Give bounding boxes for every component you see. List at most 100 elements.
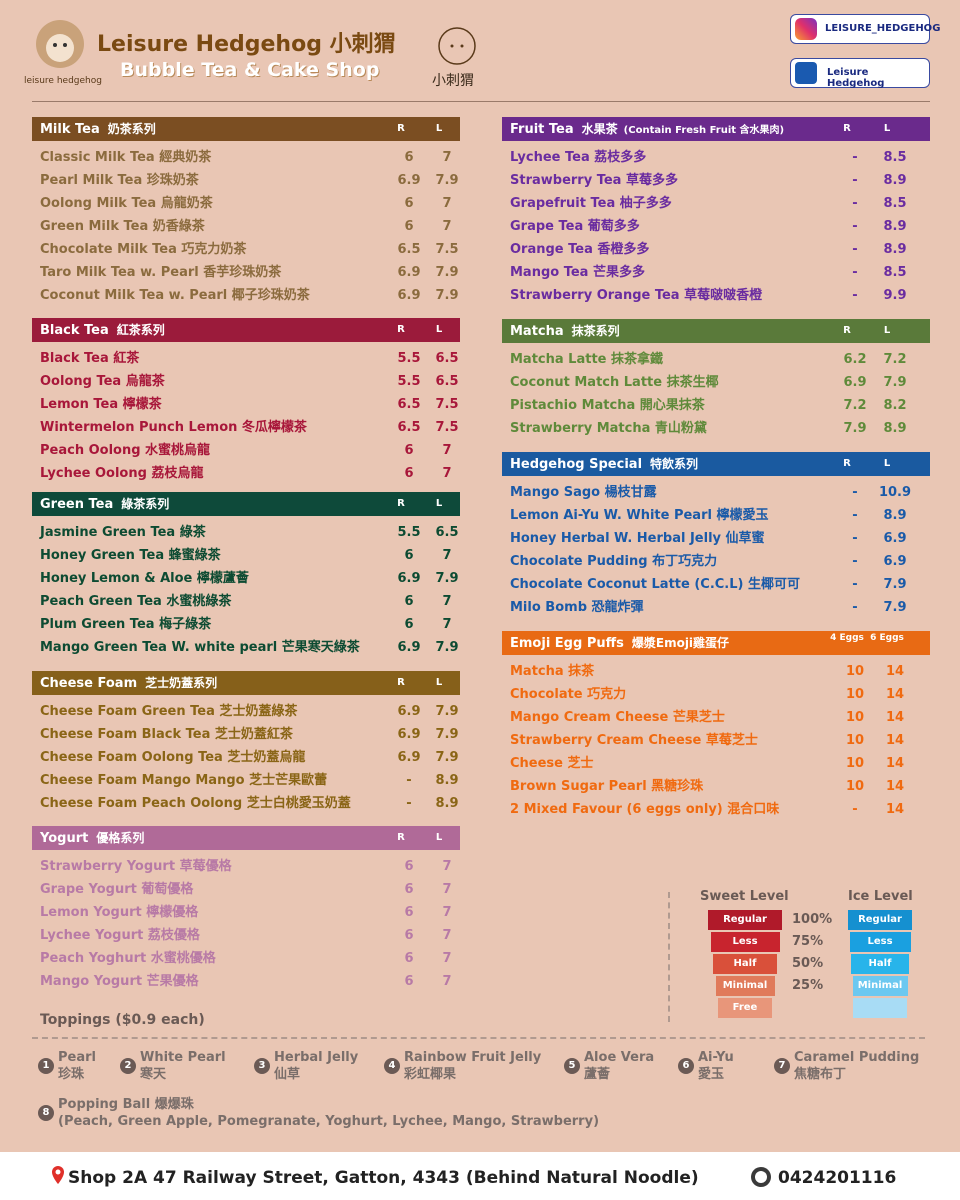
item-name: Peach Oolong 水蜜桃烏龍 (40, 443, 211, 458)
menu-item: Chocolate Pudding 布丁巧克力 - 6.9 (502, 550, 930, 573)
price-regular: - (406, 796, 412, 811)
price-regular: 6 (404, 617, 414, 632)
size-header: R (397, 498, 405, 509)
logo-right (432, 18, 482, 68)
topping-name: Aloe Vera (584, 1050, 655, 1065)
size-header: 6 Eggs (870, 633, 904, 643)
price-large: 14 (885, 756, 905, 771)
item-name: Pistachio Matcha 開心果抹茶 (510, 398, 705, 413)
ice-level: Minimal (852, 976, 908, 996)
sweet-percent: 50% (792, 956, 824, 971)
menu-item: Cheese 芝士 10 14 (502, 752, 930, 775)
price-regular: 6 (404, 974, 414, 989)
item-name: Cheese 芝士 (510, 756, 594, 771)
section-title-cn: 爆漿Emoji雞蛋仔 (631, 636, 730, 650)
price-large: 14 (885, 733, 905, 748)
price-regular: - (852, 554, 858, 569)
price-large: 9.9 (883, 288, 907, 303)
price-regular: 6.9 (397, 750, 421, 765)
item-name: Oolong Tea 烏龍茶 (40, 374, 165, 389)
price-large: 7 (442, 882, 452, 897)
menu-item: Plum Green Tea 梅子綠茶 6 7 (32, 613, 460, 636)
topping-cn: 寒天 (140, 1067, 167, 1082)
price-regular: 6 (404, 905, 414, 920)
price-large: 14 (885, 802, 905, 817)
item-name: Matcha Latte 抹茶拿鐵 (510, 352, 664, 367)
instagram-button[interactable]: LEISURE_HEDGEHOG (790, 14, 940, 44)
facebook-handle: Leisure Hedgehog (827, 67, 885, 89)
price-regular: - (852, 577, 858, 592)
item-name: Chocolate 巧克力 (510, 687, 627, 702)
item-name: Lemon Tea 檸檬茶 (40, 397, 162, 412)
menu-item: Wintermelon Punch Lemon 冬瓜檸檬茶 6.5 7.5 (32, 416, 460, 439)
price-large: 8.2 (883, 398, 907, 413)
price-large: 6.9 (883, 531, 907, 546)
price-large: 7 (442, 548, 452, 563)
item-name: Chocolate Milk Tea 巧克力奶茶 (40, 242, 247, 257)
price-large: 7 (442, 443, 452, 458)
section-title: Hedgehog Special (510, 457, 643, 472)
topping-number: 2 (120, 1058, 136, 1074)
instagram-handle: LEISURE_HEDGEHOG (825, 23, 941, 34)
menu-item: Peach Yoghurt 水蜜桃優格 6 7 (32, 947, 460, 970)
ice-title: Ice Level (848, 889, 913, 904)
item-name: Pearl Milk Tea 珍珠奶茶 (40, 173, 199, 188)
menu-item: Jasmine Green Tea 綠茶 5.5 6.5 (32, 521, 460, 544)
menu-item: Cheese Foam Peach Oolong 芝士白桃愛玉奶蓋 - 8.9 (32, 792, 460, 815)
menu-item: Black Tea 紅茶 5.5 6.5 (32, 347, 460, 370)
topping-number: 5 (564, 1058, 580, 1074)
price-regular: 10 (845, 664, 865, 679)
item-name: Cheese Foam Mango Mango 芝士芒果歐蕾 (40, 773, 328, 788)
price-large: 7.9 (435, 173, 459, 188)
item-name: Classic Milk Tea 經典奶茶 (40, 150, 212, 165)
facebook-button[interactable]: Leisure Hedgehog (790, 58, 930, 89)
item-name: Jasmine Green Tea 綠茶 (40, 525, 206, 540)
topping-number: 8 (38, 1105, 54, 1121)
item-name: Strawberry Cream Cheese 草莓芝士 (510, 733, 758, 748)
section-title: Fruit Tea (510, 122, 574, 137)
size-header: L (435, 832, 443, 843)
price-large: 7 (442, 594, 452, 609)
menu-item: Lychee Oolong 荔枝烏龍 6 7 (32, 462, 460, 485)
address: Shop 2A 47 Railway Street, Gatton, 4343 … (68, 1168, 699, 1188)
price-regular: 7.9 (843, 421, 867, 436)
brand-name: Leisure Hedgehog (97, 32, 322, 57)
topping-name: Popping Ball 爆爆珠 (58, 1097, 194, 1112)
price-regular: 7.2 (843, 398, 867, 413)
level-divider (668, 892, 670, 1022)
sweet-percent: 75% (792, 934, 824, 949)
item-name: Coconut Milk Tea w. Pearl 椰子珍珠奶茶 (40, 288, 310, 303)
price-regular: 6 (404, 928, 414, 943)
price-regular: - (852, 173, 858, 188)
item-name: Taro Milk Tea w. Pearl 香芋珍珠奶茶 (40, 265, 282, 280)
item-name: Mango Cream Cheese 芒果芝士 (510, 710, 725, 725)
size-header: 4 Eggs (830, 633, 864, 643)
item-name: Strawberry Orange Tea 草莓啵啵香橙 (510, 288, 763, 303)
price-regular: 6 (404, 548, 414, 563)
price-large: 7.9 (435, 750, 459, 765)
price-regular: - (852, 242, 858, 257)
menu-item: Pistachio Matcha 開心果抹茶 7.2 8.2 (502, 394, 930, 417)
price-regular: 6 (404, 594, 414, 609)
size-header: R (397, 123, 405, 134)
price-large: 8.5 (883, 150, 907, 165)
price-regular: 5.5 (397, 351, 421, 366)
menu-item: Coconut Match Latte 抹茶生椰 6.9 7.9 (502, 371, 930, 394)
price-regular: 6 (404, 882, 414, 897)
price-regular: - (852, 485, 858, 500)
ice-level: Less (849, 932, 911, 952)
menu-item: Mango Yogurt 芒果優格 6 7 (32, 970, 460, 993)
ice-level-empty (853, 998, 907, 1018)
subtitle: Bubble Tea & Cake Shop (120, 59, 380, 81)
item-name: Black Tea 紅茶 (40, 351, 140, 366)
menu-item: Strawberry Yogurt 草莓優格 6 7 (32, 855, 460, 878)
menu-item: Mango Cream Cheese 芒果芝士 10 14 (502, 706, 930, 729)
item-name: Matcha 抹茶 (510, 664, 595, 679)
section-title: Milk Tea (40, 122, 100, 137)
topping-cn: 彩虹椰果 (404, 1067, 457, 1082)
price-large: 7.5 (435, 420, 459, 435)
sweet-percent: 100% (792, 912, 833, 927)
size-header: L (883, 325, 891, 336)
menu-item: Lemon Tea 檸檬茶 6.5 7.5 (32, 393, 460, 416)
item-name: Strawberry Yogurt 草莓優格 (40, 859, 232, 874)
